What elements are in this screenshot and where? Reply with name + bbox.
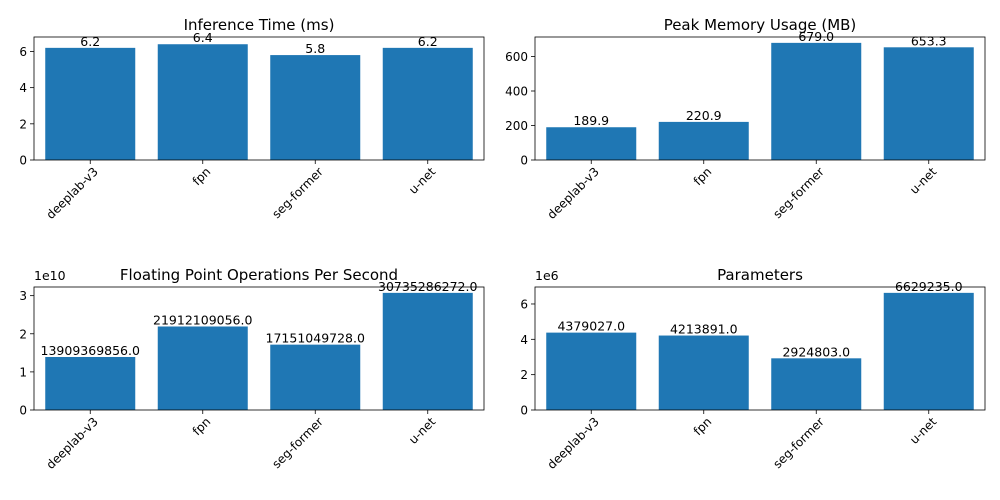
axes-frame	[534, 36, 986, 161]
x-tick-label: u-net	[907, 414, 939, 446]
x-tick-label: u-net	[907, 164, 939, 196]
y-tick-label: 4	[19, 81, 27, 95]
bar-seg-former	[270, 55, 361, 160]
bar-fpn	[157, 326, 248, 410]
bar-value-label: 220.9	[686, 108, 722, 123]
bar-u-net	[382, 47, 473, 161]
x-tick-label: deeplab-v3	[545, 165, 602, 222]
y-tick-label: 6	[520, 297, 528, 311]
x-tick-label: u-net	[406, 164, 438, 196]
bar-value-label: 189.9	[573, 113, 609, 128]
y-offset-label: 1e6	[535, 268, 559, 283]
y-tick-label: 0	[520, 154, 528, 168]
subplot-4: Parameters 4379027.0 deeplab-v3 4213891.0 fp…	[520, 266, 986, 472]
bar-value-label: 6629235.0	[895, 279, 963, 294]
bar-u-net	[382, 292, 473, 410]
bar-value-label: 4213891.0	[670, 322, 738, 337]
bar-deeplab-v3	[546, 332, 637, 410]
axes-frame	[33, 36, 485, 161]
bar-value-label: 2924803.0	[782, 344, 850, 359]
x-tick-label: seg-former	[269, 415, 326, 472]
x-tick-label: deeplab-v3	[44, 165, 101, 222]
y-tick-label: 200	[505, 119, 528, 133]
bar-value-label: 13909369856.0	[41, 343, 140, 358]
x-tick-label: fpn	[190, 165, 214, 189]
bar-value-label: 679.0	[798, 29, 834, 44]
bar-seg-former	[771, 42, 862, 160]
y-tick-label: 4	[520, 333, 528, 347]
y-tick-label: 2	[19, 327, 27, 341]
chart-title: Inference Time (ms)	[184, 16, 335, 34]
axes-frame	[33, 286, 485, 411]
bar-deeplab-v3	[546, 127, 637, 160]
x-tick-label: seg-former	[770, 165, 827, 222]
y-tick-label: 2	[520, 368, 528, 382]
x-tick-label: fpn	[190, 415, 214, 439]
bar-value-label: 5.8	[305, 41, 325, 56]
bar-value-label: 30735286272.0	[378, 279, 477, 294]
y-tick-label: 0	[520, 404, 528, 418]
bar-value-label: 6.4	[193, 30, 213, 45]
bar-u-net	[883, 292, 974, 410]
bar-fpn	[157, 44, 248, 161]
x-tick-label: deeplab-v3	[44, 415, 101, 472]
x-tick-label: deeplab-v3	[545, 415, 602, 472]
x-tick-label: fpn	[691, 165, 715, 189]
subplot-2: Peak Memory Usage (MB) 189.9 deeplab-v3 220…	[505, 16, 986, 222]
bar-u-net	[883, 47, 974, 161]
chart-title: Floating Point Operations Per Second	[120, 266, 398, 284]
axes-frame	[534, 286, 986, 411]
y-tick-label: 3	[19, 289, 27, 303]
subplot-3: Floating Point Operations Per Second 1390…	[19, 266, 485, 472]
y-tick-label: 2	[19, 117, 27, 131]
bar-seg-former	[771, 358, 862, 410]
y-tick-label: 0	[19, 404, 27, 418]
y-tick-label: 600	[505, 50, 528, 64]
bar-deeplab-v3	[45, 47, 136, 161]
bar-seg-former	[270, 344, 361, 410]
bar-fpn	[658, 335, 749, 410]
bar-value-label: 4379027.0	[557, 319, 625, 334]
y-tick-label: 1	[19, 365, 27, 379]
x-tick-label: u-net	[406, 414, 438, 446]
bar-value-label: 21912109056.0	[153, 312, 252, 327]
x-tick-label: fpn	[691, 415, 715, 439]
bar-value-label: 6.2	[80, 34, 100, 49]
subplot-1: Inference Time (ms) 6.2 deeplab-v3 6.4 fpn 5.…	[19, 16, 485, 222]
y-tick-label: 400	[505, 84, 528, 98]
bar-deeplab-v3	[45, 356, 136, 410]
bar-value-label: 17151049728.0	[266, 331, 365, 346]
chart-title: Peak Memory Usage (MB)	[664, 16, 857, 34]
y-tick-label: 0	[19, 154, 27, 168]
x-tick-label: seg-former	[269, 165, 326, 222]
x-tick-label: seg-former	[770, 415, 827, 472]
y-offset-label: 1e10	[34, 268, 66, 283]
bar-value-label: 6.2	[418, 34, 438, 49]
bar-fpn	[658, 121, 749, 160]
bar-value-label: 653.3	[911, 33, 947, 48]
y-tick-label: 6	[19, 45, 27, 59]
chart-title: Parameters	[717, 266, 803, 284]
